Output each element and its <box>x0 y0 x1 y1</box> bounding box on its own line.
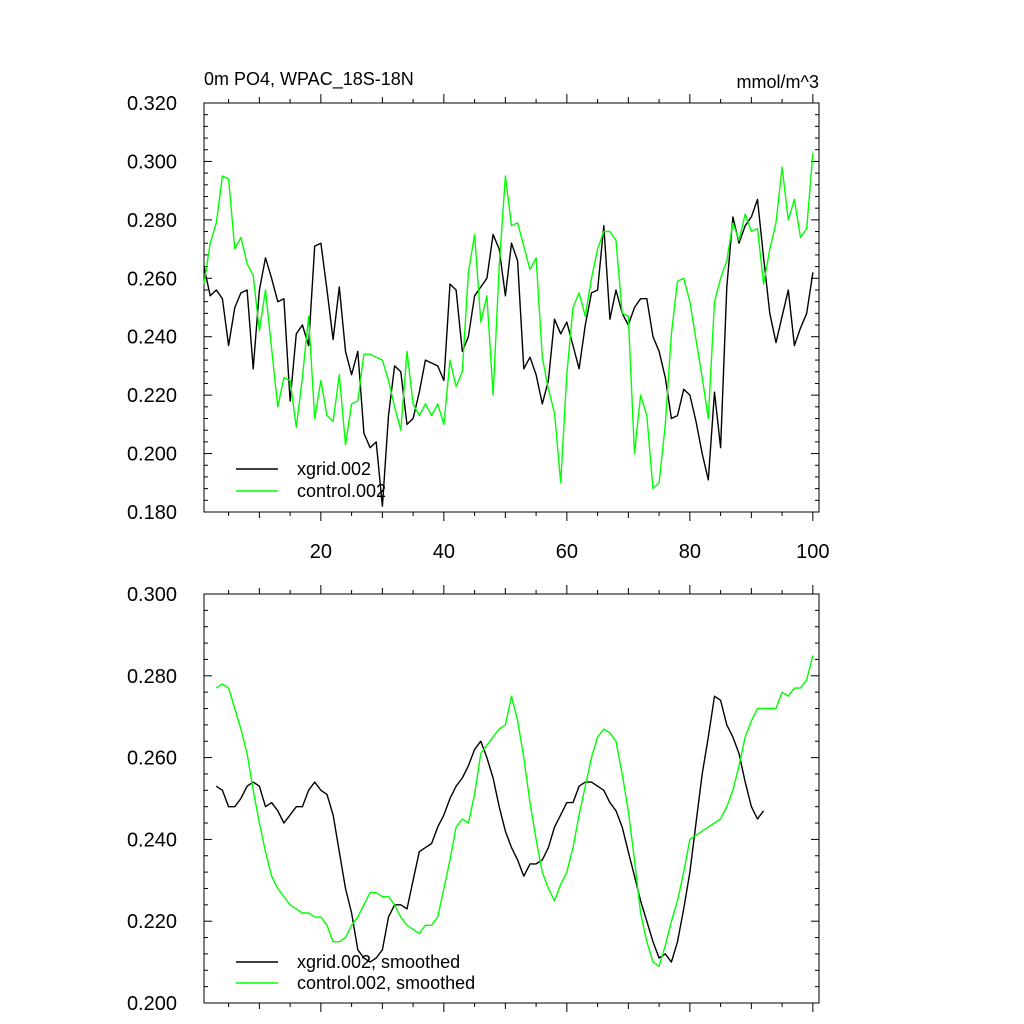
y-tick-label: 0.280 <box>127 210 177 232</box>
legend-label: xgrid.002 <box>297 459 371 479</box>
legend-label: control.002 <box>297 481 386 501</box>
y-tick-label: 0.280 <box>127 666 177 688</box>
series-line-xgrid-002-smoothed <box>215 695 765 963</box>
top-chart-panel: 0m PO4, WPAC_18S-18N mmol/m^3 0.180 0.200 0.… <box>127 69 830 563</box>
legend-label: control.002, smoothed <box>297 973 475 993</box>
y-tick-label: 0.240 <box>127 829 177 851</box>
y-tick-label: 0.300 <box>127 151 177 173</box>
bottom-chart-panel: 0.200 0.220 0.240 0.260 0.280 0.300 xgrid.002,… <box>127 584 820 1015</box>
plot-frame <box>203 102 820 513</box>
y-tick-label: 0.260 <box>127 748 177 770</box>
y-tick-label: 0.240 <box>127 327 177 349</box>
x-tick-label: 20 <box>310 541 332 563</box>
legend-label: xgrid.002, smoothed <box>297 952 460 972</box>
y-tick-label: 0.260 <box>127 268 177 290</box>
y-tick-label: 0.320 <box>127 93 177 115</box>
y-tick-label: 0.200 <box>127 993 177 1015</box>
x-tick-label: 80 <box>679 541 701 563</box>
series-line-control-002-smoothed <box>215 655 814 967</box>
x-tick-label: 40 <box>433 541 455 563</box>
chart-title: 0m PO4, WPAC_18S-18N <box>204 69 414 90</box>
units-label: mmol/m^3 <box>737 72 819 92</box>
x-tick-label: 60 <box>556 541 578 563</box>
y-tick-label: 0.220 <box>127 385 177 407</box>
y-tick-label: 0.300 <box>127 584 177 606</box>
x-tick-label: 100 <box>796 541 829 563</box>
series-line-xgrid-002 <box>203 198 814 507</box>
plot-frame <box>203 593 820 1004</box>
y-tick-label: 0.200 <box>127 444 177 466</box>
y-tick-label: 0.220 <box>127 911 177 933</box>
series-line-control-002 <box>203 152 814 490</box>
y-tick-label: 0.180 <box>127 502 177 524</box>
